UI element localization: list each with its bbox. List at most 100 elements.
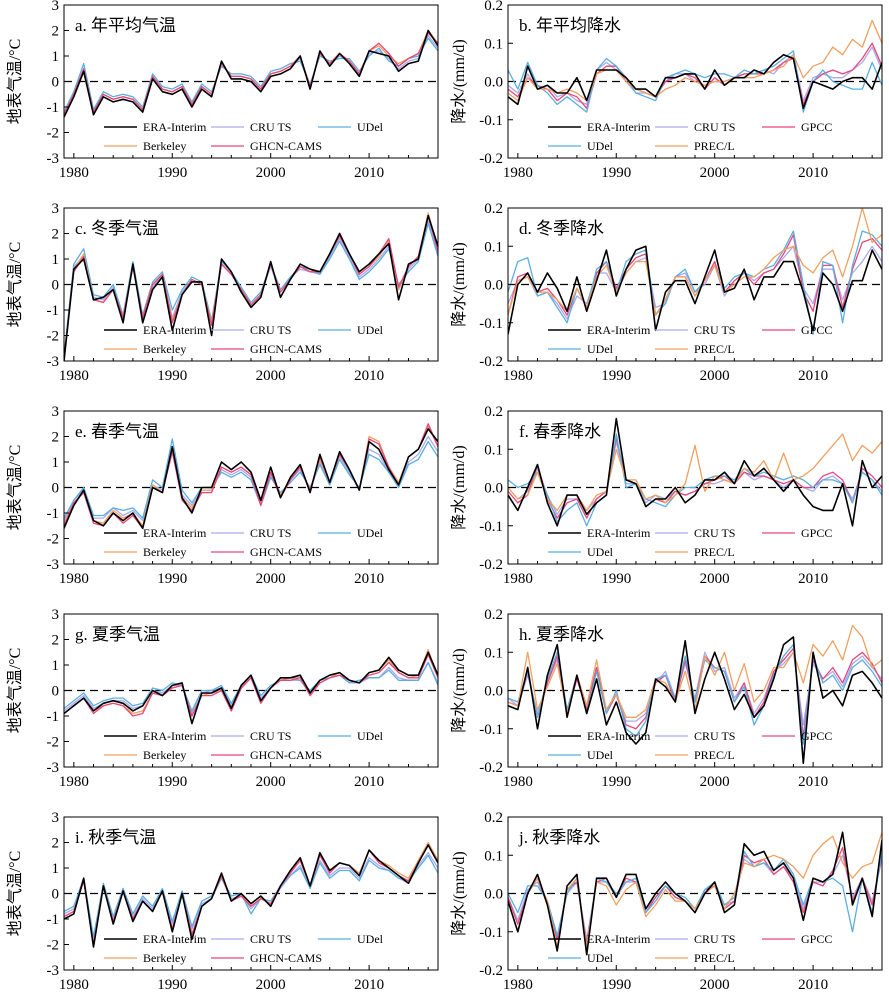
y-tick-label: 2 — [52, 227, 60, 243]
series-line-udel — [64, 854, 438, 938]
series-line-ghcn-cams — [64, 32, 438, 115]
y-tick-label: 0 — [52, 481, 60, 497]
series-line-gpcc — [508, 42, 882, 109]
panel-title: b. 年平均降水 — [519, 16, 621, 35]
legend-label: ERA-Interim — [587, 729, 651, 743]
x-tick-label: 2010 — [798, 774, 828, 790]
legend-label: PREC/L — [694, 951, 735, 965]
legend-label: ERA-Interim — [587, 932, 651, 946]
legend-label: CRU TS — [250, 323, 291, 337]
x-tick-label: 1990 — [601, 571, 631, 587]
y-tick-label: 0.0 — [484, 278, 503, 294]
y-tick-label: 3 — [52, 810, 60, 826]
panel-c: -3 -2 -1 0 1 2 3 1980 1990 2000 2010 c. 冬季气温地表气温/°C… — [6, 201, 439, 384]
y-tick-label: 1 — [52, 49, 60, 65]
y-tick-label: 1 — [52, 252, 60, 268]
legend-label: PREC/L — [694, 748, 735, 762]
panel-title: h. 夏季降水 — [519, 625, 604, 644]
series-line-cru-ts — [64, 34, 438, 115]
series-line-cru-ts — [508, 854, 882, 941]
legend-label: UDel — [357, 323, 384, 337]
y-tick-label: -2 — [47, 938, 60, 954]
x-tick-label: 2010 — [798, 368, 828, 384]
x-tick-label: 2010 — [354, 774, 384, 790]
panel-d: -0.2 -0.1 0.0 0.1 0.2 1980 1990 2000 2010 d. 冬季降水… — [450, 201, 883, 384]
legend-label: CRU TS — [250, 526, 291, 540]
legend-label: CRU TS — [694, 120, 735, 134]
y-tick-label: 0.1 — [484, 442, 503, 458]
x-tick-label: 2010 — [354, 571, 384, 587]
x-tick-label: 2010 — [798, 165, 828, 181]
legend-label: UDel — [587, 139, 614, 153]
x-tick-label: 2000 — [256, 774, 286, 790]
legend-label: Berkeley — [143, 951, 186, 965]
y-tick-label: -0.2 — [479, 963, 503, 979]
legend-label: PREC/L — [694, 139, 735, 153]
x-tick-label: 2010 — [354, 368, 384, 384]
legend-label: CRU TS — [250, 932, 291, 946]
y-tick-label: -1 — [47, 506, 60, 522]
legend-label: ERA-Interim — [143, 120, 207, 134]
legend-label: GPCC — [801, 120, 832, 134]
y-tick-label: 0 — [52, 887, 60, 903]
series-line-ghcn-cams — [64, 654, 438, 717]
legend-label: Berkeley — [143, 748, 186, 762]
panel-f: -0.2 -0.1 0.0 0.1 0.2 1980 1990 2000 2010 f. 春季降水… — [450, 404, 883, 587]
series-line-berkeley — [64, 649, 438, 717]
y-tick-label: 3 — [52, 404, 60, 420]
y-tick-label: -1 — [47, 100, 60, 116]
legend-label: GHCN-CAMS — [250, 545, 322, 559]
panel-title: g. 夏季气温 — [75, 625, 160, 644]
panel-title: d. 冬季降水 — [519, 219, 604, 238]
y-tick-label: -3 — [47, 354, 60, 370]
x-tick-label: 2000 — [256, 368, 286, 384]
panel-j: -0.2 -0.1 0.0 0.1 0.2 1980 1990 2000 2010 j. 秋季降水… — [450, 810, 883, 993]
legend-label: ERA-Interim — [587, 120, 651, 134]
y-axis-title: 地表气温/°C — [6, 851, 24, 937]
y-tick-label: 0.0 — [484, 887, 503, 903]
x-tick-label: 1990 — [601, 774, 631, 790]
y-tick-label: -2 — [47, 532, 60, 548]
panel-e: -3 -2 -1 0 1 2 3 1980 1990 2000 2010 e. 春季气温地表气温/°C… — [6, 404, 439, 587]
legend-label: GPCC — [801, 932, 832, 946]
y-axis-title: 地表气温/°C — [6, 39, 24, 125]
y-tick-label: 0.2 — [484, 607, 503, 623]
legend-label: Berkeley — [143, 545, 186, 559]
y-tick-label: -3 — [47, 557, 60, 573]
series-line-era-interim — [508, 831, 882, 956]
x-tick-label: 2010 — [798, 977, 828, 993]
legend-label: GPCC — [801, 729, 832, 743]
series-line-era-interim — [64, 29, 438, 118]
x-tick-label: 2000 — [700, 165, 730, 181]
y-tick-label: 2 — [52, 430, 60, 446]
x-tick-label: 1990 — [157, 977, 187, 993]
series-line-prec-l — [508, 433, 882, 512]
x-tick-label: 1980 — [59, 368, 89, 384]
y-tick-label: 0.2 — [484, 404, 503, 420]
legend-label: GHCN-CAMS — [250, 342, 322, 356]
y-axis-title: 降水/(mm/d) — [450, 648, 468, 732]
x-tick-label: 1990 — [157, 774, 187, 790]
y-axis-title: 降水/(mm/d) — [450, 445, 468, 529]
panel-g: -3 -2 -1 0 1 2 3 1980 1990 2000 2010 g. 夏季气温地表气温/°C… — [6, 607, 439, 790]
y-tick-label: -0.2 — [479, 354, 503, 370]
x-tick-label: 1980 — [503, 977, 533, 993]
y-tick-label: 3 — [52, 0, 60, 14]
legend-label: ERA-Interim — [587, 323, 651, 337]
x-tick-label: 1990 — [601, 977, 631, 993]
y-tick-label: 1 — [52, 658, 60, 674]
y-tick-label: -0.2 — [479, 760, 503, 776]
y-tick-label: -3 — [47, 963, 60, 979]
legend-label: Berkeley — [143, 342, 186, 356]
panel-a: -3 -2 -1 0 1 2 3 1980 1990 2000 2010 a. 年平均气温地表气温/°… — [6, 0, 439, 181]
legend-label: UDel — [587, 748, 614, 762]
legend-label: GHCN-CAMS — [250, 748, 322, 762]
y-axis-title: 地表气温/°C — [6, 242, 24, 328]
series-line-udel — [508, 433, 882, 527]
legend-label: CRU TS — [250, 120, 291, 134]
x-tick-label: 1980 — [503, 165, 533, 181]
x-tick-label: 2000 — [700, 368, 730, 384]
panel-title: j. 秋季降水 — [518, 828, 600, 847]
x-tick-label: 1980 — [59, 165, 89, 181]
